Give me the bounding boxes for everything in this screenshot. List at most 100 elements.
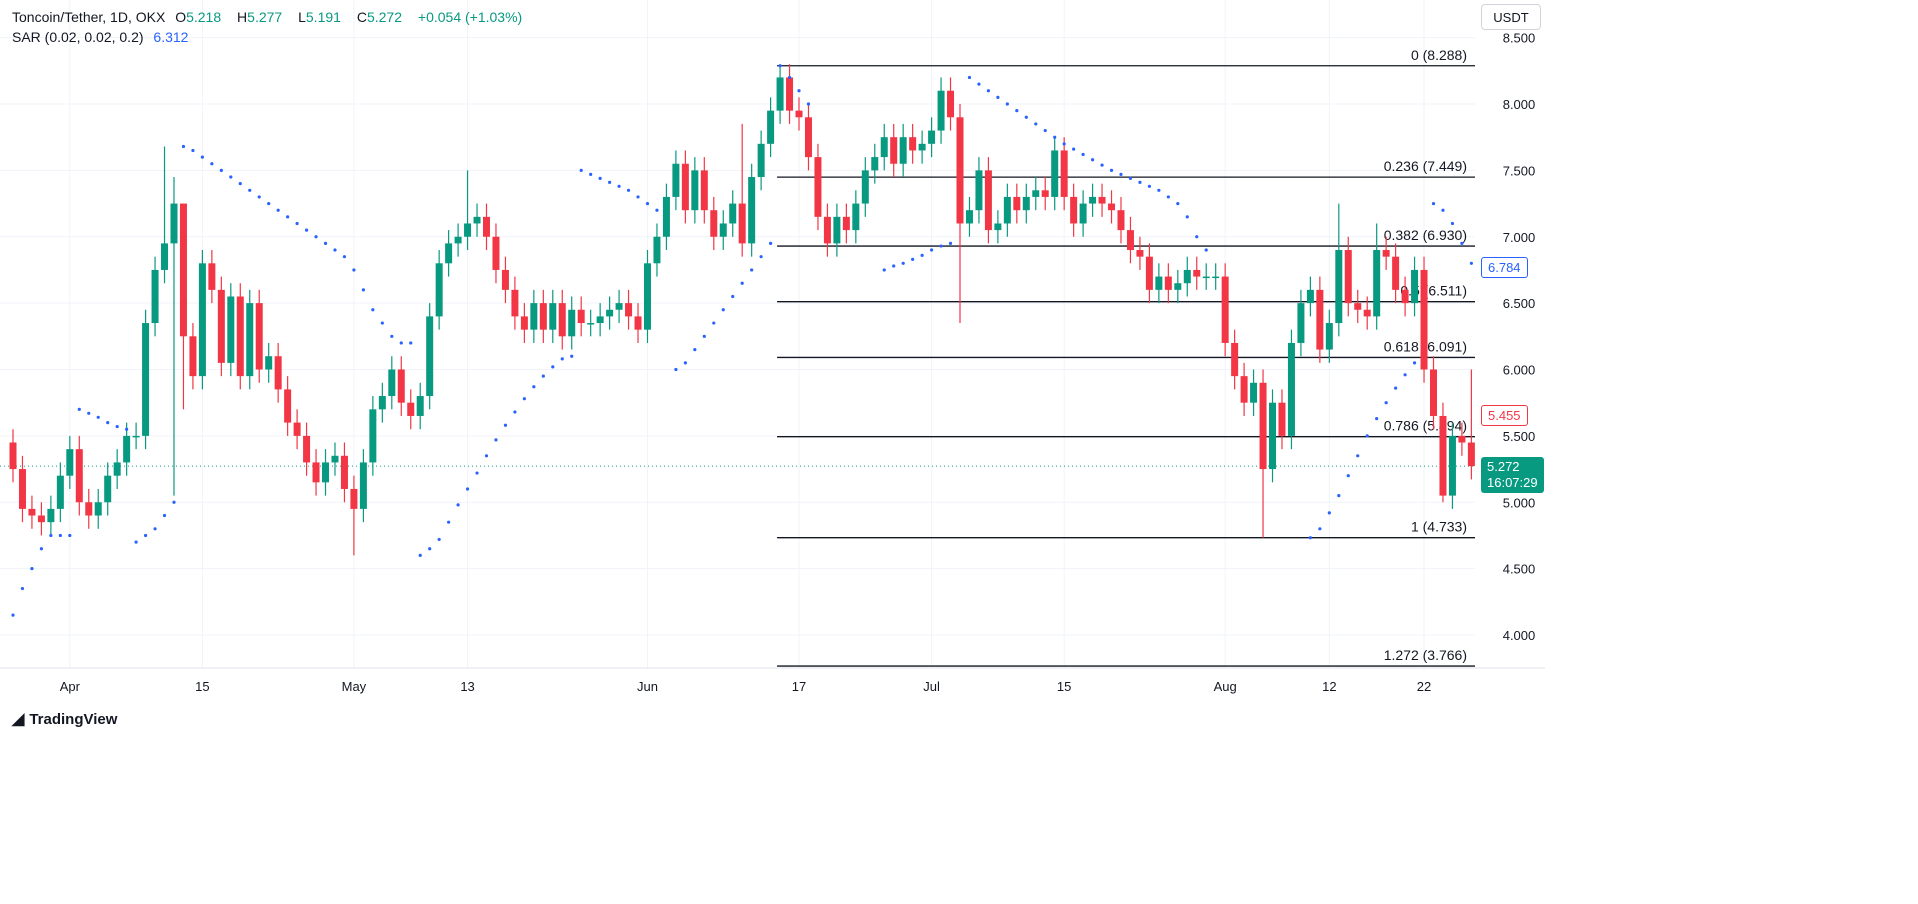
candle-body <box>1117 210 1125 231</box>
candle-body <box>435 263 443 317</box>
candle-body <box>340 455 348 489</box>
candle-body <box>1051 150 1059 197</box>
candle-body <box>842 216 850 231</box>
sar-dot <box>323 241 328 245</box>
indicator-name[interactable]: SAR (0.02, 0.02, 0.2) <box>12 29 144 45</box>
sar-dot <box>522 397 526 401</box>
candle-body <box>1060 150 1068 197</box>
candle-body <box>1013 196 1021 211</box>
candle-body <box>530 303 538 330</box>
sar-dot <box>541 374 545 378</box>
sar-dot <box>1204 248 1208 252</box>
candle-body <box>322 462 330 483</box>
sar-dot <box>342 255 347 259</box>
sar-dot <box>134 540 138 544</box>
sar-dot <box>911 257 915 261</box>
legend-ohlc: Toncoin/Tether, 1D, OKX O5.218 H5.277 L5… <box>12 9 523 25</box>
candle-body <box>284 389 292 423</box>
sar-dot <box>1403 373 1407 377</box>
sar-dot <box>740 281 744 285</box>
candle-body <box>1041 190 1049 197</box>
sar-dot <box>977 82 981 86</box>
candle-body <box>1269 402 1277 470</box>
candle-body <box>18 469 26 509</box>
y-tick-label: 7.000 <box>1503 230 1536 245</box>
candle-body <box>217 289 225 363</box>
sar-dot <box>106 421 110 425</box>
sar-dot <box>30 567 34 571</box>
sar-dot <box>1375 417 1379 421</box>
sar-dot <box>532 385 536 389</box>
sar-dot <box>503 423 508 427</box>
candle-body <box>1145 256 1153 290</box>
x-tick-label: 22 <box>1417 679 1431 694</box>
candle-body <box>350 488 358 509</box>
sar-dot <box>1412 361 1417 365</box>
symbol-title[interactable]: Toncoin/Tether, 1D, OKX <box>12 9 166 25</box>
candle-body <box>672 163 680 197</box>
candle-body <box>615 303 623 310</box>
candle-body <box>1003 196 1011 224</box>
candle-body <box>1164 276 1172 290</box>
sar-dot <box>655 208 659 212</box>
candle-body <box>1070 196 1078 224</box>
sar-dot <box>1450 221 1455 226</box>
sar-dot <box>712 321 716 325</box>
sar-dot <box>77 407 81 411</box>
candle-body <box>331 455 339 463</box>
candle-body <box>577 309 585 324</box>
sar-dot <box>87 411 91 415</box>
candle-body <box>1363 309 1371 317</box>
sar-dot <box>882 268 886 272</box>
sar-dot <box>674 367 678 372</box>
sar-dot <box>1327 511 1331 515</box>
candle-body <box>1439 415 1447 496</box>
candle-body <box>1231 342 1239 377</box>
candle-body <box>407 402 415 416</box>
sar-dot <box>1441 208 1445 212</box>
sar-dot <box>1460 241 1464 245</box>
sar-dot <box>1024 115 1028 119</box>
sar-dot <box>361 288 365 292</box>
sar-dot <box>1147 184 1151 188</box>
candle-body <box>1392 256 1400 290</box>
close-value: 5.272 <box>366 9 402 25</box>
candle-body <box>161 243 169 270</box>
sar-dot <box>570 354 574 358</box>
candle-body <box>748 177 756 244</box>
sar-dot <box>1015 109 1019 113</box>
sar-dot <box>797 89 801 93</box>
sar-dot <box>475 471 479 475</box>
sar-dot <box>1185 215 1189 219</box>
sar-dot <box>986 89 991 93</box>
sar-dot <box>920 253 924 257</box>
sar-dot <box>778 64 782 68</box>
candle-body <box>397 369 405 403</box>
candle-body <box>378 396 386 410</box>
candle-body <box>426 316 434 397</box>
candle-body <box>776 77 784 111</box>
sar-dot <box>892 264 896 268</box>
tradingview-icon: ◢ <box>12 711 25 728</box>
candle-body <box>1458 435 1466 443</box>
candle-body <box>47 508 55 523</box>
sar-dot <box>1346 474 1350 478</box>
tradingview-logo[interactable]: ◢ TradingView <box>12 709 117 729</box>
candle-body <box>1032 190 1040 197</box>
sar-dot <box>1166 195 1170 199</box>
candle-body <box>483 216 490 237</box>
sar-dot <box>153 527 157 531</box>
sar-dot <box>428 547 432 551</box>
sar-dot <box>1072 147 1076 151</box>
currency-button[interactable]: USDT <box>1481 4 1541 30</box>
candle-body <box>1174 283 1182 290</box>
candle-body <box>1126 230 1134 251</box>
candle-body <box>501 269 509 290</box>
candle-body <box>94 502 102 516</box>
sar-dot <box>238 182 242 186</box>
candle-body <box>359 462 367 509</box>
candle-body <box>170 203 178 244</box>
candle-body <box>369 409 377 463</box>
candle-body <box>1278 402 1286 436</box>
